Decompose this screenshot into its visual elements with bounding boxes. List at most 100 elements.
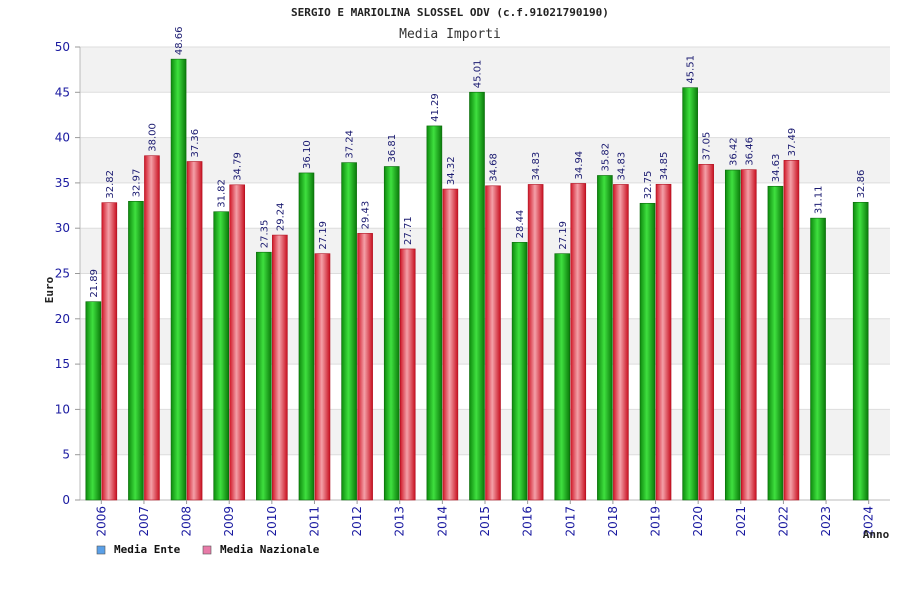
data-label-media-ente: 32.97: [131, 169, 142, 198]
bar-media-ente: [298, 172, 315, 501]
x-tick-label: 2014: [435, 506, 449, 537]
bar-media-nazionale: [613, 184, 629, 501]
data-label-media-nazionale: 34.68: [489, 153, 500, 182]
data-label-media-nazionale: 34.85: [659, 152, 670, 181]
bar-media-ente: [597, 175, 613, 501]
data-label-media-ente: 27.35: [259, 220, 270, 249]
data-label-media-ente: 36.81: [387, 134, 398, 163]
legend: Media Ente Media Nazionale: [96, 543, 320, 556]
legend-label-media-nazionale: Media Nazionale: [220, 543, 320, 556]
y-axis-ticks: 0 5 10 15 20 25 30 35 40 45 50: [55, 40, 80, 507]
y-axis-label: Euro: [43, 276, 56, 303]
bar-media-nazionale: [740, 169, 757, 501]
data-label-media-nazionale: 29.24: [275, 202, 286, 231]
bar-media-ente: [469, 91, 485, 501]
data-label-media-nazionale: 36.46: [744, 137, 755, 166]
data-label-media-ente: 32.75: [643, 171, 654, 200]
data-label-media-nazionale: 34.32: [446, 156, 457, 185]
bar-media-ente: [810, 217, 826, 501]
data-label-media-nazionale: 27.71: [403, 216, 414, 245]
x-tick-label: 2011: [307, 506, 321, 537]
x-tick-label: 2007: [137, 506, 151, 537]
x-tick-label: 2023: [819, 506, 833, 537]
data-label-media-ente: 45.01: [473, 60, 484, 89]
bar-media-nazionale: [101, 202, 118, 501]
data-label-media-nazionale: 34.94: [574, 151, 585, 180]
data-label-media-nazionale: 32.82: [105, 170, 116, 199]
bar-media-nazionale: [442, 188, 459, 501]
data-label-media-nazionale: 34.83: [531, 152, 542, 181]
bar-media-ente: [170, 58, 187, 501]
bar-media-ente: [639, 202, 656, 501]
y-tick-label: 25: [55, 267, 70, 281]
x-tick-label: 2024: [862, 506, 876, 537]
bar-media-ente: [128, 200, 144, 501]
bar-media-ente: [682, 87, 698, 501]
data-label-media-ente: 31.82: [217, 179, 228, 208]
data-label-media-nazionale: 37.36: [190, 129, 201, 158]
data-label-media-ente: 35.82: [600, 143, 611, 172]
data-label-media-nazionale: 29.43: [361, 201, 372, 230]
bar-media-ente: [724, 169, 741, 501]
data-label-media-ente: 45.51: [686, 55, 697, 84]
y-tick-label: 30: [55, 221, 70, 235]
chart-subtitle: Media Importi: [399, 27, 501, 42]
bar-media-nazionale: [357, 233, 373, 501]
y-tick-label: 10: [55, 402, 70, 416]
bar-media-nazionale: [399, 248, 416, 501]
bar-media-ente: [256, 251, 272, 501]
data-label-media-nazionale: 34.79: [233, 152, 244, 181]
bar-media-nazionale: [485, 185, 501, 501]
bar-media-ente: [213, 211, 230, 501]
x-tick-label: 2009: [222, 506, 236, 537]
legend-swatch-media-ente: [96, 545, 106, 555]
y-tick-label: 40: [55, 131, 70, 145]
x-tick-label: 2019: [649, 506, 663, 537]
x-tick-label: 2008: [180, 506, 194, 537]
x-tick-label: 2012: [350, 506, 364, 537]
x-tick-label: 2016: [521, 506, 535, 537]
x-tick-label: 2018: [606, 506, 620, 537]
x-tick-label: 2015: [478, 506, 492, 537]
data-label-media-ente: 48.66: [174, 26, 185, 55]
bar-media-nazionale: [314, 253, 331, 501]
x-tick-label: 2022: [776, 506, 790, 537]
data-label-media-ente: 31.11: [814, 186, 825, 215]
x-axis-ticks: 2006 2007 2008 2009 2010 2011 2012 2013 2014 2015…: [94, 500, 876, 537]
data-label-media-nazionale: 37.49: [787, 128, 798, 157]
bar-media-ente: [554, 253, 571, 501]
bar-media-ente: [383, 166, 400, 501]
x-tick-label: 2013: [393, 506, 407, 537]
data-label-media-ente: 41.29: [430, 93, 441, 122]
chart-title: SERGIO E MARIOLINA SLOSSEL ODV (c.f.9102…: [291, 6, 609, 19]
data-label-media-ente: 27.19: [558, 221, 569, 250]
data-label-media-nazionale: 37.05: [702, 132, 713, 161]
bar-media-ente: [341, 162, 357, 501]
bars-group: [85, 58, 869, 501]
bar-media-ente: [511, 242, 528, 501]
x-tick-label: 2017: [563, 506, 577, 537]
bar-media-ente: [767, 185, 784, 501]
x-tick-label: 2006: [94, 506, 108, 537]
y-tick-label: 45: [55, 85, 70, 99]
bar-media-nazionale: [570, 183, 587, 501]
y-tick-label: 20: [55, 312, 70, 326]
bar-media-ente: [426, 125, 443, 501]
x-tick-label: 2020: [691, 506, 705, 537]
x-tick-label: 2021: [734, 506, 748, 537]
bar-media-nazionale: [783, 160, 800, 501]
bar-media-nazionale: [527, 184, 544, 501]
y-tick-label: 0: [62, 493, 70, 507]
data-label-media-ente: 32.86: [856, 170, 867, 199]
bar-media-nazionale: [698, 164, 714, 501]
bar-media-nazionale: [655, 183, 672, 501]
legend-swatch-media-nazionale: [202, 545, 212, 555]
legend-label-media-ente: Media Ente: [114, 543, 181, 556]
x-axis-label: Anno: [863, 528, 890, 541]
bar-media-nazionale: [186, 161, 203, 501]
bar-media-nazionale: [272, 234, 288, 501]
y-tick-label: 50: [55, 40, 70, 54]
y-tick-label: 15: [55, 357, 70, 371]
